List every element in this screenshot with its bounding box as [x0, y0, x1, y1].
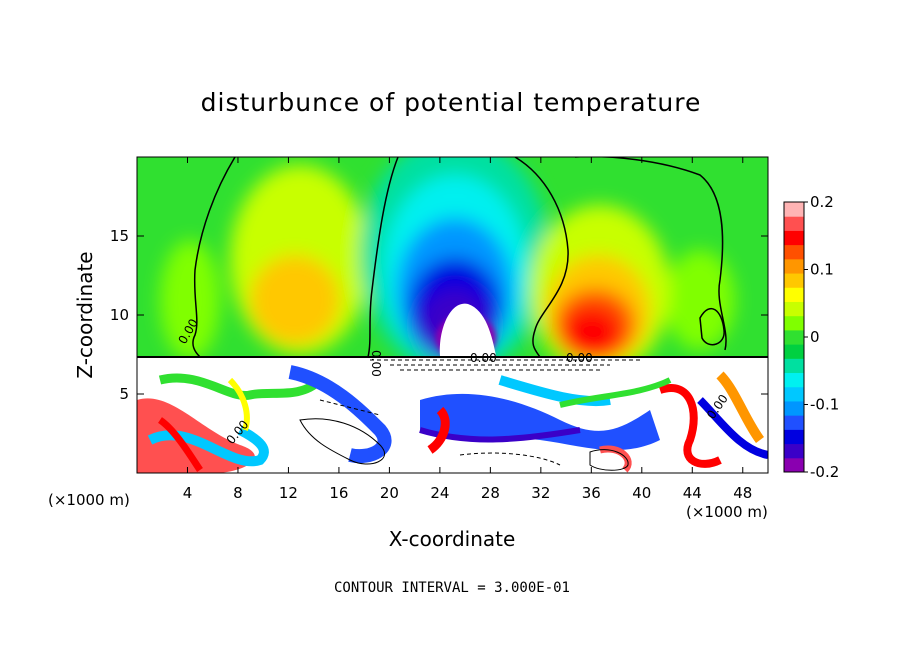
lower-contour-dashed: [459, 452, 561, 466]
colorbar-swatch: [784, 301, 804, 317]
lower-contours: [299, 399, 629, 471]
lower-cyan-band-mid: [498, 375, 611, 407]
lower-yellow-band-left: [227, 377, 250, 431]
colorbar-tick-label: 0.2: [810, 193, 834, 211]
colorbar-swatch: [784, 273, 804, 288]
y-tick-label: 5: [119, 385, 129, 403]
colorbar-swatch: [784, 230, 804, 246]
colorbar-swatch: [784, 202, 804, 217]
lower-contour: [299, 418, 386, 465]
colorbar-tick-label: 0.1: [810, 261, 834, 279]
x-unit-label: (×1000 m): [48, 491, 130, 509]
y-tick-label: 10: [110, 306, 129, 324]
colorbar-tick-label: -0.1: [810, 396, 839, 414]
x-tick-label: 12: [279, 484, 298, 502]
colorbar-swatch: [784, 344, 804, 359]
cold-core-white: [439, 303, 496, 356]
lower-blue-mass: [420, 393, 660, 451]
lower-red-band-mid: [427, 406, 450, 454]
x-tick-label: 24: [430, 484, 449, 502]
lower-orange-band-right: [716, 371, 765, 443]
colorbar-swatch: [784, 258, 804, 274]
zero-contour-left: [192, 157, 236, 358]
colorbar-tick-label: 0: [810, 328, 820, 346]
x-tick-label: 32: [531, 484, 550, 502]
lower-layer-features: [137, 365, 768, 473]
x-unit-label-right: (×1000 m): [686, 503, 768, 521]
x-tick-label: 48: [733, 484, 752, 502]
colorbar-swatch: [784, 372, 804, 388]
x-axis: 4 8 12 16 20 24 28 32 36 40 44 48: [183, 157, 752, 502]
warm-plume-mid-left: [160, 240, 220, 360]
colorbar-swatch: [784, 400, 804, 416]
lower-blue-band: [288, 365, 392, 464]
colorbar-swatch: [784, 244, 804, 260]
contour-label: 0.00: [470, 351, 497, 365]
zero-contours: [192, 157, 727, 358]
warm-plume-right-edge: [665, 250, 735, 350]
y-tick-label: 15: [110, 227, 129, 245]
lower-purple-band: [419, 427, 581, 443]
colorbar-swatch: [784, 358, 804, 374]
colorbar-tick-label: -0.2: [810, 463, 839, 481]
x-tick-label: 16: [329, 484, 348, 502]
x-tick-label: 44: [683, 484, 702, 502]
zero-contour-right: [575, 157, 727, 351]
x-tick-label: 40: [632, 484, 651, 502]
contour-label: 0.00: [369, 350, 383, 377]
colorbar-swatch: [784, 329, 804, 345]
heatmap-field: [137, 157, 768, 473]
colorbar-swatch: [784, 287, 804, 302]
x-tick-label: 20: [380, 484, 399, 502]
chart-title: disturbunce of potential temperature: [201, 88, 702, 117]
zero-contour-loop: [699, 307, 725, 346]
colorbar-swatch: [784, 415, 804, 430]
lower-red-band-left: [157, 417, 203, 472]
lower-contour: [589, 449, 629, 471]
lower-green-band-right: [559, 377, 672, 408]
colorbar-swatch: [784, 457, 804, 473]
colorbar-swatch: [784, 315, 804, 331]
zero-contour-center: [367, 157, 399, 358]
colorbar-swatch: [784, 216, 804, 231]
x-tick-label: 4: [183, 484, 193, 502]
lower-green-band: [158, 373, 324, 401]
upper-layer-features: [160, 157, 735, 375]
lower-red-band-right: [658, 384, 722, 468]
contour-label: 0.00: [566, 351, 593, 365]
interface-dashes: [370, 359, 640, 371]
y-axis: 5 10 15: [110, 227, 768, 403]
x-tick-label: 28: [481, 484, 500, 502]
warm-plume-left-core: [250, 255, 340, 345]
x-tick-label: 36: [582, 484, 601, 502]
x-axis-label: X-coordinate: [389, 527, 516, 551]
colorbar: 0.2 0.1 0 -0.1 -0.2: [783, 193, 839, 481]
colorbar-swatch: [784, 443, 804, 459]
lower-contour-dashed: [319, 399, 381, 416]
warm-plume-right-core: [564, 308, 620, 356]
y-axis-label: Z-coordinate: [73, 251, 97, 378]
x-tick-label: 8: [233, 484, 243, 502]
colorbar-swatch: [784, 429, 804, 445]
lower-blue-band-right: [697, 397, 768, 459]
colorbar-swatch: [784, 386, 804, 402]
zero-contour-center-right: [514, 157, 569, 358]
contour-interval-note: CONTOUR INTERVAL = 3.000E-01: [334, 580, 570, 596]
